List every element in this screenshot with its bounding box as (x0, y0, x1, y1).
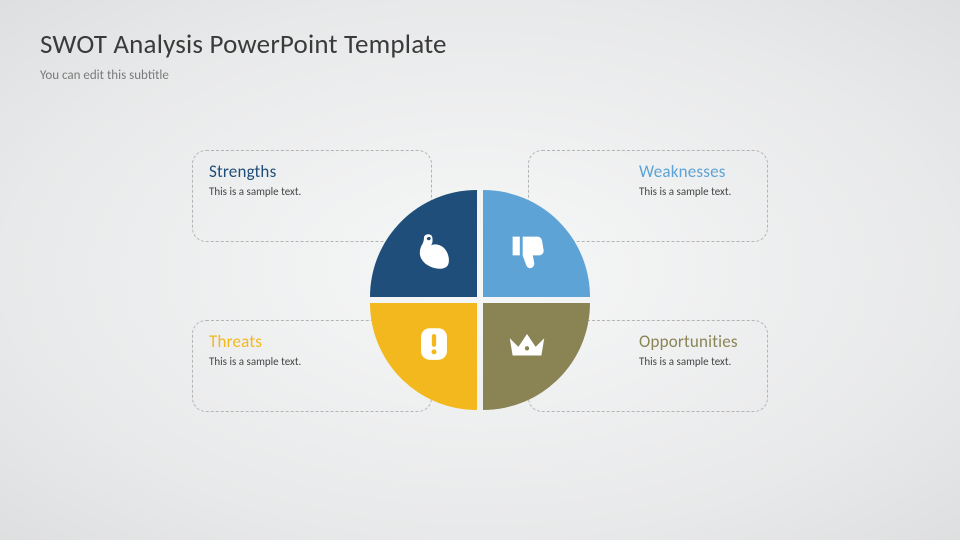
thumbs-down-icon (504, 208, 570, 279)
threats-quadrant (370, 303, 477, 410)
weaknesses-label: Weaknesses (639, 161, 751, 182)
opportunities-quadrant (483, 303, 590, 410)
weaknesses-quadrant (483, 190, 590, 297)
opportunities-desc: This is a sample text. (639, 355, 751, 368)
crown-icon (504, 321, 570, 392)
weaknesses-desc: This is a sample text. (639, 185, 751, 198)
swot-circle (370, 190, 590, 410)
strengths-label: Strengths (209, 161, 415, 182)
alert-icon (391, 321, 457, 392)
slide-title: SWOT Analysis PowerPoint Template (40, 28, 447, 61)
opportunities-label: Opportunities (639, 331, 751, 352)
bicep-icon (391, 208, 457, 279)
strengths-quadrant (370, 190, 477, 297)
slide-subtitle: You can edit this subtitle (40, 68, 169, 83)
